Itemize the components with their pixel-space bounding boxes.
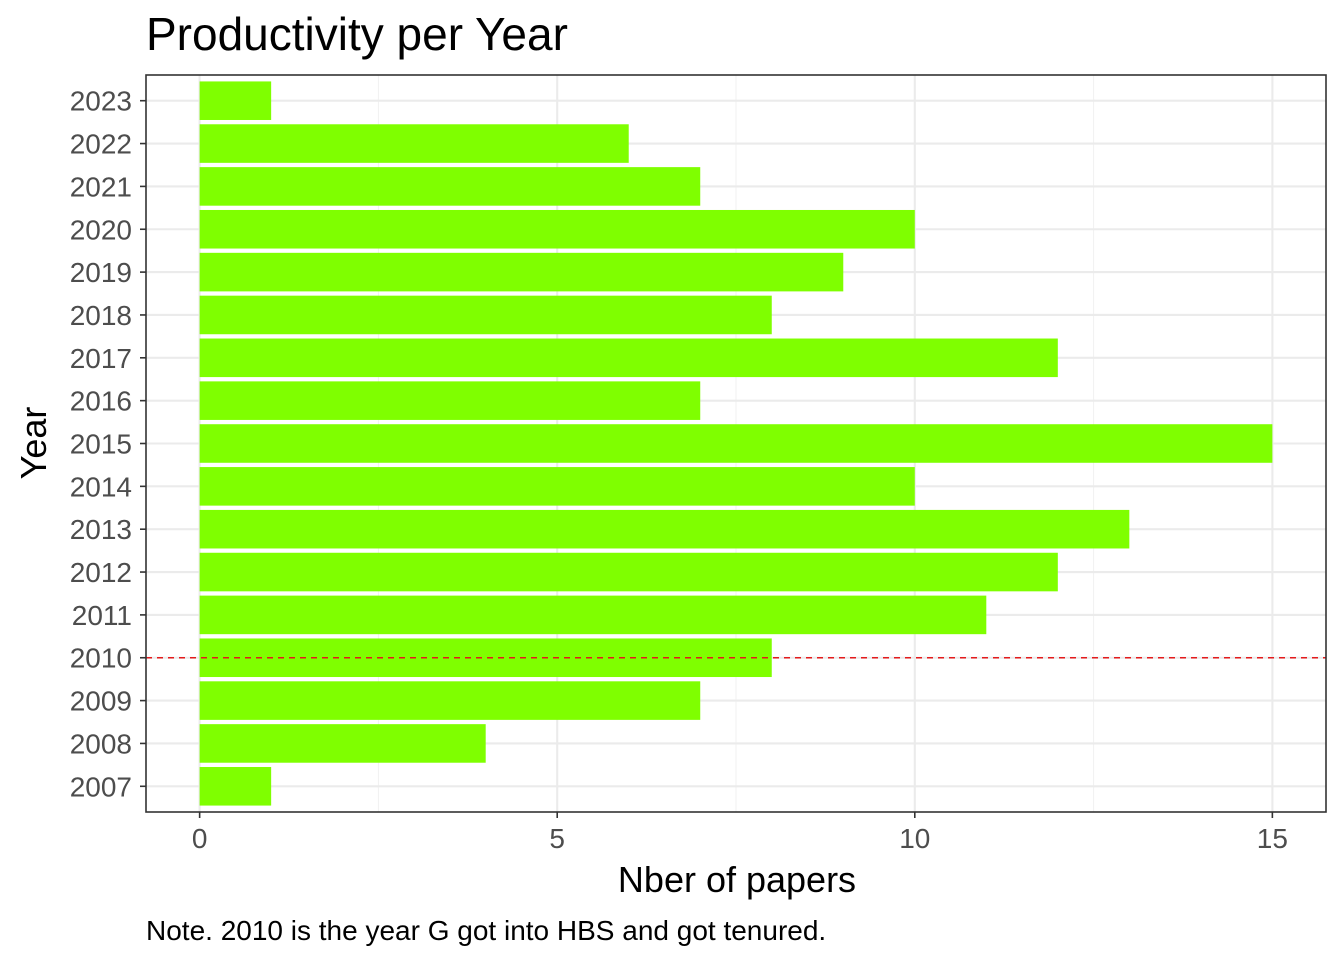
bar-2021 [199,167,701,206]
chart-caption: Note. 2010 is the year G got into HBS an… [146,915,826,946]
bar-2022 [199,124,629,163]
y-tick-label: 2023 [70,86,132,117]
bar-2007 [199,767,272,806]
bar-2016 [199,381,701,420]
y-tick-label: 2011 [72,600,132,631]
y-tick-label: 2013 [70,514,132,545]
bar-2015 [199,424,1273,463]
y-axis-title: Year [13,407,54,480]
y-tick-label: 2021 [70,171,132,202]
chart-title: Productivity per Year [146,8,568,60]
y-tick-label: 2019 [70,257,132,288]
x-tick-label: 10 [899,823,930,854]
bar-2011 [199,595,987,635]
y-tick-label: 2017 [70,343,132,374]
bar-2012 [199,552,1058,592]
plot-panel: 2007 2008 2009 2010 2011 2012 2013 2014 2015 2016… [70,74,1327,854]
y-tick-label: 2018 [70,300,132,331]
bar-2023 [199,81,272,120]
bar-2019 [199,252,844,292]
bar-2017 [199,338,1058,378]
bar-2008 [199,724,486,763]
y-tick-label: 2009 [70,686,132,717]
bar-2020 [199,209,915,249]
y-tick-label: 2020 [70,214,132,245]
y-tick-label: 2012 [70,557,132,588]
y-tick-label: 2007 [70,771,132,802]
y-tick-label: 2014 [70,471,132,502]
bar-2014 [199,467,915,506]
y-tick-label: 2022 [70,129,132,160]
y-tick-label: 2016 [70,386,132,417]
y-tick-label: 2008 [70,728,132,759]
bar-2013 [199,509,1130,549]
x-tick-label: 15 [1257,823,1288,854]
y-tick-label: 2010 [70,643,132,674]
x-tick-label: 5 [549,823,565,854]
x-tick-label: 0 [192,823,208,854]
bar-2018 [199,295,772,335]
x-axis-title: Nber of papers [618,859,856,900]
y-tick-label: 2015 [70,429,132,460]
bar-2009 [199,681,701,720]
